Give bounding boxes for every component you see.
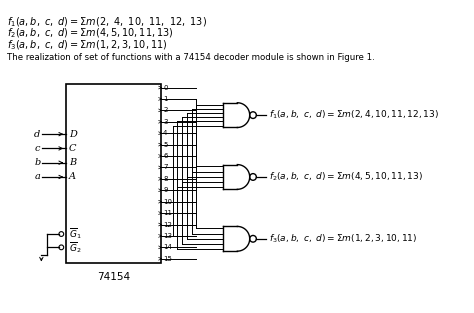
- Text: The realization of set of functions with a 74154 decoder module is shown in Figu: The realization of set of functions with…: [7, 53, 375, 62]
- Text: 12: 12: [163, 222, 172, 228]
- Text: $f_1(a,b,\ c,\ d) = \Sigma m(2, 4, 10, 11, 12, 13)$: $f_1(a,b,\ c,\ d) = \Sigma m(2, 4, 10, 1…: [269, 109, 439, 121]
- Text: D: D: [69, 130, 77, 139]
- Text: 7: 7: [163, 164, 168, 171]
- Text: $f_1(a,b,\ c,\ d) = \Sigma m(2,\ 4,\ 10,\ 11,\ 12,\ 13)$: $f_1(a,b,\ c,\ d) = \Sigma m(2,\ 4,\ 10,…: [7, 15, 207, 29]
- Text: 2: 2: [163, 107, 167, 113]
- Text: c: c: [35, 144, 40, 153]
- Text: 1: 1: [163, 96, 168, 102]
- Text: $f_3(a,b,\ c,\ d) = \Sigma m(1,2,3,10,11)$: $f_3(a,b,\ c,\ d) = \Sigma m(1,2,3,10,11…: [7, 38, 168, 52]
- Text: B: B: [69, 158, 76, 167]
- Text: 9: 9: [163, 187, 168, 193]
- Text: b: b: [34, 158, 40, 167]
- Text: d: d: [34, 130, 40, 139]
- Text: 13: 13: [163, 233, 172, 239]
- Text: $f_2(a,b,\ c,\ d) = \Sigma m(4,5,10,11,13)$: $f_2(a,b,\ c,\ d) = \Sigma m(4,5,10,11,1…: [269, 171, 423, 183]
- Text: 6: 6: [163, 153, 168, 159]
- Text: 5: 5: [163, 141, 167, 148]
- Text: 10: 10: [163, 199, 172, 205]
- Text: $f_2(a,b,\ c,\ d) = \Sigma m(4,5,10,11,13)$: $f_2(a,b,\ c,\ d) = \Sigma m(4,5,10,11,1…: [7, 27, 174, 40]
- Text: $f_3(a,b,\ c,\ d) = \Sigma m(1,2,3,10,11)$: $f_3(a,b,\ c,\ d) = \Sigma m(1,2,3,10,11…: [269, 233, 417, 245]
- Text: 14: 14: [163, 244, 172, 250]
- Bar: [66, 84, 161, 263]
- Text: 11: 11: [163, 210, 172, 216]
- Text: 3: 3: [163, 119, 168, 125]
- Text: a: a: [35, 172, 40, 182]
- Text: $\overline{G}_2$: $\overline{G}_2$: [69, 240, 82, 255]
- Text: 74154: 74154: [97, 272, 130, 282]
- Text: 0: 0: [163, 85, 168, 90]
- Text: 15: 15: [163, 256, 172, 262]
- Text: 8: 8: [163, 176, 168, 182]
- Text: C: C: [69, 144, 76, 153]
- Text: A: A: [69, 172, 76, 182]
- Text: $\overline{G}_1$: $\overline{G}_1$: [69, 227, 82, 241]
- Text: 4: 4: [163, 130, 167, 136]
